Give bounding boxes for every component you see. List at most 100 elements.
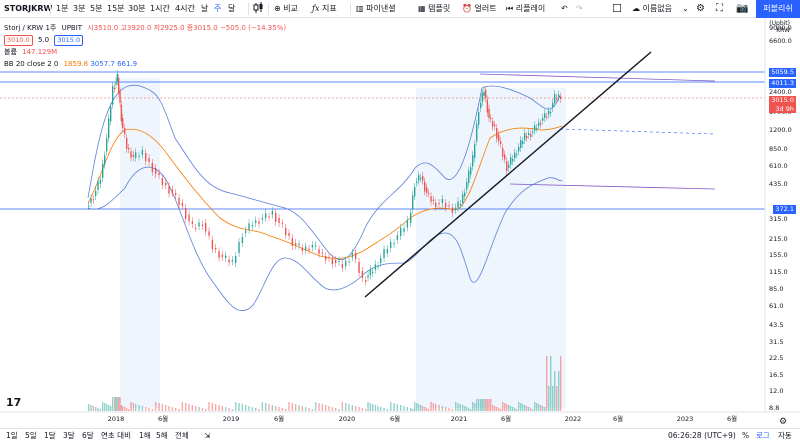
indicators-button[interactable]: ƒx 지표 xyxy=(312,2,337,16)
interval-week[interactable]: 주 xyxy=(214,4,222,13)
financials-button[interactable]: ▥ 파이낸셜 xyxy=(356,2,396,16)
function-icon: ƒx xyxy=(312,4,320,13)
candle-body xyxy=(496,128,498,139)
interval-month[interactable]: 달 xyxy=(228,4,236,13)
range-1y[interactable]: 1해 xyxy=(139,431,151,440)
chart-pane[interactable]: 9000.06600.03450.02400.01700.01200.0850.… xyxy=(0,18,800,424)
volume-bar xyxy=(248,406,250,411)
range-3m[interactable]: 3달 xyxy=(63,431,75,440)
candle-body xyxy=(278,218,280,223)
interval-day[interactable]: 날 xyxy=(201,4,209,13)
time-tick-label: 6월 xyxy=(274,414,284,423)
camera-icon[interactable]: 📷 xyxy=(736,3,749,14)
volume-bar xyxy=(328,406,330,411)
compare-button[interactable]: ⊕ 비교 xyxy=(274,2,298,16)
volume-bar xyxy=(225,407,227,411)
bid-price[interactable]: 3010.0 xyxy=(4,35,33,46)
expand-icon[interactable]: ⛶ xyxy=(716,3,723,14)
price-axis[interactable]: 9000.06600.03450.02400.01700.01200.0850.… xyxy=(769,24,792,412)
time-tick-label: 6월 xyxy=(613,414,623,423)
price-tick-label: 435.0 xyxy=(769,180,788,188)
bb-label[interactable]: BB 20 close 2 0 xyxy=(4,60,59,68)
candle-body xyxy=(301,247,304,251)
interval-15m[interactable]: 15분 xyxy=(107,4,125,13)
candle-body xyxy=(228,259,230,263)
interval-1h[interactable]: 1시간 xyxy=(150,4,170,13)
candle-body xyxy=(171,189,174,193)
replay-button[interactable]: ⏮ 리플레이 xyxy=(506,2,545,16)
candle-body xyxy=(424,181,426,192)
range-5d[interactable]: 5일 xyxy=(25,431,37,440)
candle-body xyxy=(130,151,132,158)
volume-bar xyxy=(102,402,104,411)
chevron-down-icon[interactable]: ⌄ xyxy=(682,4,689,13)
ask-price[interactable]: 3015.0 xyxy=(54,35,84,46)
candle-body xyxy=(188,214,190,222)
volume-bar xyxy=(231,409,234,411)
auto-scale-toggle[interactable]: 자동 xyxy=(778,431,792,440)
candle-body xyxy=(466,182,468,190)
volume-bar xyxy=(540,405,542,411)
volume-bar xyxy=(524,405,526,411)
volume-bar xyxy=(414,402,416,411)
volume-bar xyxy=(486,399,489,411)
interval-4h[interactable]: 4시간 xyxy=(175,4,195,13)
channel-upper-line[interactable] xyxy=(479,73,716,82)
interval-5m[interactable]: 5분 xyxy=(90,4,103,13)
volume-bar xyxy=(106,404,108,411)
volume-bar xyxy=(345,403,347,411)
layout-name-label: 이름없음 xyxy=(642,4,672,13)
clock-timezone[interactable]: 06:26:28 (UTC+9) xyxy=(668,431,736,440)
interval-3m[interactable]: 3분 xyxy=(73,4,86,13)
candle-body xyxy=(361,271,364,278)
range-6m[interactable]: 6달 xyxy=(82,431,94,440)
hline-label-5059: 5059.5 xyxy=(769,68,796,77)
layout-button[interactable]: ☁ 이름없음 xyxy=(632,2,672,16)
log-scale-toggle[interactable]: 로그 xyxy=(756,431,770,440)
volume-bar xyxy=(365,409,367,411)
range-all[interactable]: 전체 xyxy=(175,431,189,440)
range-1d[interactable]: 1일 xyxy=(6,431,18,440)
price-chart[interactable]: 9000.06600.03450.02400.01700.01200.0850.… xyxy=(0,18,800,424)
volume-bar xyxy=(374,405,377,411)
range-5y[interactable]: 5해 xyxy=(156,431,168,440)
range-ytd[interactable]: 연초 대비 xyxy=(101,431,131,440)
candle-body xyxy=(341,264,344,268)
price-tick-label: 215.0 xyxy=(769,235,788,243)
volume-bar xyxy=(548,386,550,411)
ascending-trendline[interactable] xyxy=(364,51,652,298)
interval-1m[interactable]: 1분 xyxy=(56,4,69,13)
candle-type-icon[interactable] xyxy=(253,2,263,16)
fullscreen-square-icon[interactable]: ☐ xyxy=(612,2,622,15)
pair-name[interactable]: Storj / KRW xyxy=(4,24,44,32)
publish-button[interactable]: 퍼블리쉬 xyxy=(756,0,800,18)
candle-body xyxy=(377,266,379,267)
volume-bar xyxy=(135,404,137,411)
volume-bar xyxy=(114,397,116,411)
symbol-search[interactable]: STORJKRW xyxy=(4,4,53,13)
interval-30m[interactable]: 30분 xyxy=(128,4,146,13)
redo-icon[interactable]: ↷ xyxy=(576,4,583,13)
channel-lower-line[interactable] xyxy=(509,183,716,190)
volume-bar xyxy=(451,409,454,411)
axis-settings-gear-icon[interactable]: ⚙ xyxy=(779,417,787,424)
percent-scale-toggle[interactable]: % xyxy=(742,431,750,440)
candle-body xyxy=(120,104,123,121)
undo-icon[interactable]: ↶ xyxy=(561,4,568,13)
volume-bar xyxy=(110,406,112,411)
volume-bar xyxy=(403,406,405,411)
range-1m[interactable]: 1달 xyxy=(44,431,56,440)
candle-body xyxy=(114,88,116,89)
volume-bar xyxy=(470,409,472,411)
calendar-range-icon[interactable]: ⇲ xyxy=(204,431,211,440)
volume-bar xyxy=(556,386,558,411)
legend-interval: 1주 xyxy=(45,24,57,32)
candle-body xyxy=(448,205,450,207)
templates-button[interactable]: ▦ 템플릿 xyxy=(418,2,450,16)
volume-bar xyxy=(372,404,374,411)
alert-button[interactable]: ⏰ 얼러트 xyxy=(462,2,497,16)
volume-bar xyxy=(474,403,476,411)
gear-icon[interactable]: ⚙ xyxy=(696,3,705,14)
time-axis[interactable]: 2018 6월 2019 6월 2020 6월 2021 6월 2022 6월 2023 6월 xyxy=(108,414,737,423)
candle-body xyxy=(552,103,554,108)
